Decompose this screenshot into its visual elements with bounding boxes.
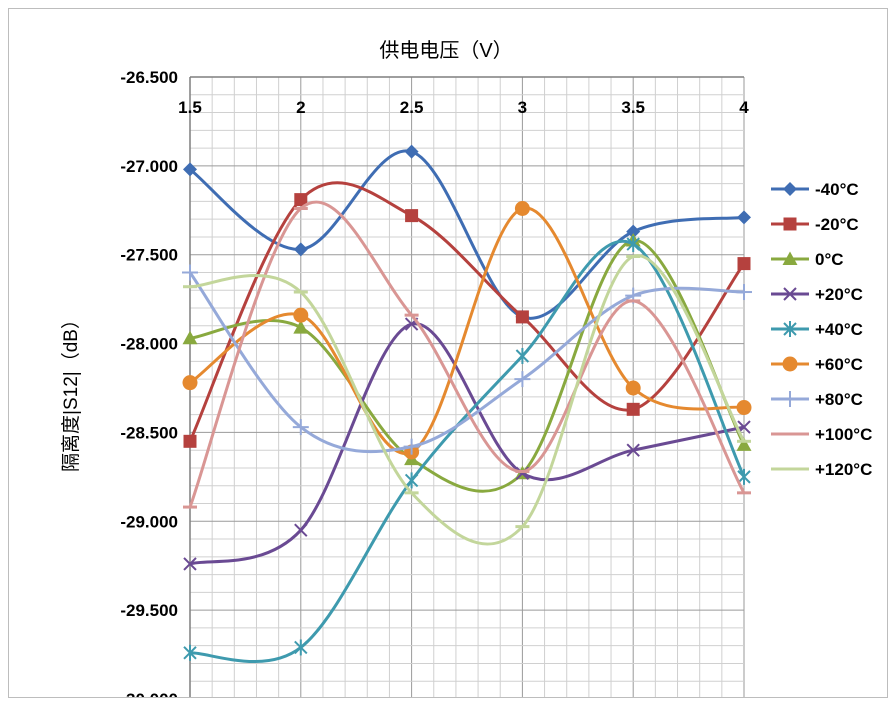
y-tick-label: -27.000 xyxy=(120,157,178,176)
legend-marker xyxy=(783,321,797,337)
data-point xyxy=(737,210,751,225)
legend-label: +20°C xyxy=(815,285,863,304)
legend-label: 0°C xyxy=(815,250,844,269)
x-tick-label: 3 xyxy=(518,98,527,117)
legend-entry: -20°C xyxy=(771,215,859,234)
legend-marker xyxy=(783,182,797,196)
data-point xyxy=(293,242,308,257)
series-line xyxy=(189,239,746,663)
legend-entry: +120°C xyxy=(771,460,872,479)
y-tick-label: -26.500 xyxy=(120,68,178,87)
legend-entry: 0°C xyxy=(771,250,844,269)
data-point xyxy=(182,375,198,391)
data-point xyxy=(737,257,751,271)
series-6 xyxy=(182,264,752,455)
data-point xyxy=(626,224,641,239)
data-point xyxy=(405,209,419,223)
y-tick-label: -27.500 xyxy=(120,246,178,265)
legend-label: -20°C xyxy=(815,215,859,234)
x-tick-label: 3.5 xyxy=(621,98,645,117)
x-tick-label: 1.5 xyxy=(178,98,202,117)
y-tick-label: -30.000 xyxy=(120,690,178,697)
series-1 xyxy=(183,181,751,448)
data-point xyxy=(514,371,531,388)
data-point xyxy=(625,380,641,396)
series-line xyxy=(188,271,745,454)
legend-marker xyxy=(782,251,798,265)
data-point xyxy=(183,434,197,448)
data-point xyxy=(294,639,308,656)
legend-entry: +100°C xyxy=(771,425,872,444)
series-layer xyxy=(182,144,752,663)
data-point xyxy=(182,330,198,345)
series-line xyxy=(189,149,745,320)
legend-label: +100°C xyxy=(815,425,872,444)
chart-frame: 供电电压（V） 隔离度|S12|（dB） -26.500 -27.000 -27.5… xyxy=(8,8,888,702)
legend-marker xyxy=(783,287,797,301)
legend: -40°C -20°C 0°C +20°C +40°C +60°C +80°C +100°C +… xyxy=(771,180,872,479)
y-axis-label: 隔离度|S12|（dB） xyxy=(60,310,82,472)
chart-title: 供电电压（V） xyxy=(379,39,512,62)
legend-label: +40°C xyxy=(815,320,863,339)
data-point xyxy=(183,162,197,177)
line-chart: 供电电压（V） 隔离度|S12|（dB） -26.500 -27.000 -27.5… xyxy=(60,39,872,702)
data-point xyxy=(404,472,419,489)
data-point xyxy=(294,193,308,207)
legend-label: +80°C xyxy=(815,390,863,409)
series-8 xyxy=(183,254,751,546)
data-point xyxy=(736,437,752,451)
data-point xyxy=(515,348,530,365)
legend-marker xyxy=(783,217,797,231)
data-point xyxy=(293,307,309,323)
legend-label: -40°C xyxy=(815,180,859,199)
y-tick-label: -28.000 xyxy=(120,335,178,354)
series-0 xyxy=(183,144,751,324)
data-point xyxy=(626,443,640,457)
data-point xyxy=(736,284,752,301)
y-tick-label: -29.500 xyxy=(120,601,178,620)
y-tick-label: -28.500 xyxy=(120,423,178,442)
data-point xyxy=(626,402,640,416)
data-point xyxy=(293,320,309,334)
data-point xyxy=(182,264,198,281)
legend-entry: +40°C xyxy=(771,320,863,339)
data-point xyxy=(736,400,752,416)
series-3 xyxy=(183,317,751,571)
legend-entry: +20°C xyxy=(771,285,863,304)
data-point xyxy=(737,468,751,485)
data-point xyxy=(514,201,530,217)
legend-marker xyxy=(782,356,798,372)
legend-entry: -40°C xyxy=(771,180,859,199)
series-4 xyxy=(183,236,751,663)
data-point xyxy=(626,236,640,253)
legend-label: +60°C xyxy=(815,355,863,374)
y-tick-label: -29.000 xyxy=(120,512,178,531)
data-point xyxy=(292,419,309,436)
series-7 xyxy=(183,200,751,509)
legend-entry: +80°C xyxy=(771,390,863,409)
data-point xyxy=(183,557,197,571)
series-line xyxy=(189,322,745,566)
x-tick-label: 2 xyxy=(296,98,305,117)
data-point xyxy=(403,438,420,455)
legend-label: +120°C xyxy=(815,460,872,479)
data-point xyxy=(294,523,308,537)
series-line xyxy=(188,200,746,508)
x-tick-label: 2.5 xyxy=(400,98,424,117)
x-tick-label: 4 xyxy=(739,98,749,117)
data-point xyxy=(404,144,419,159)
data-point xyxy=(183,644,197,661)
data-point xyxy=(515,310,529,324)
legend-marker xyxy=(782,391,798,407)
series-line xyxy=(188,181,746,442)
legend-entry: +60°C xyxy=(771,355,863,374)
